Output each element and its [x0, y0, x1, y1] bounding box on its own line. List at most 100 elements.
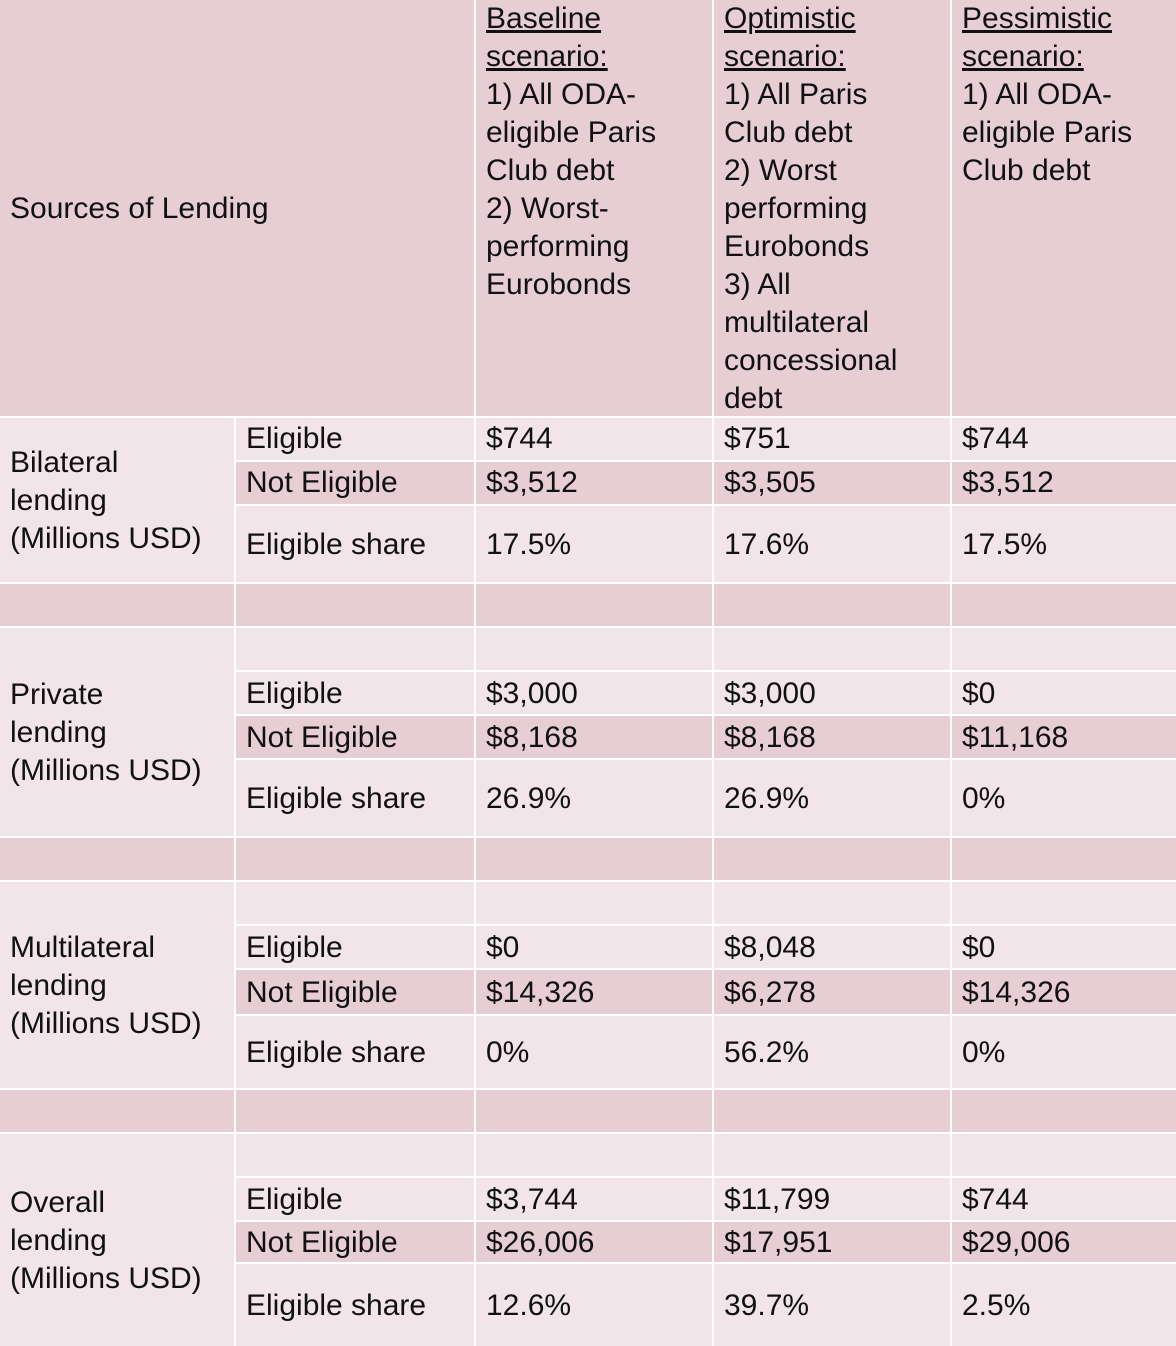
table-cell-value: $8,168 — [476, 716, 712, 758]
pessimistic-scenario-header: Pessimistic scenario: 1) All ODA- eligib… — [952, 0, 1176, 416]
spacer-cell — [714, 1090, 950, 1132]
spacer-cell — [952, 838, 1176, 880]
table-cell-value: $3,512 — [952, 462, 1176, 504]
blank-cell — [952, 882, 1176, 924]
table-cell-value: $8,168 — [714, 716, 950, 758]
scenario-desc-line: Club debt — [962, 154, 1091, 187]
table-cell-value: 39.7% — [714, 1264, 950, 1346]
table-cell-value: $3,744 — [476, 1178, 712, 1220]
optimistic-scenario-header: Optimistic scenario: 1) All Paris Club d… — [714, 0, 950, 416]
scenario-desc-line: 1) All ODA- — [486, 78, 637, 111]
scenario-title-line: Baseline — [486, 2, 602, 35]
blank-cell — [952, 628, 1176, 670]
table-cell-value: 17.5% — [952, 506, 1176, 582]
blank-cell — [236, 628, 474, 670]
blank-cell — [714, 628, 950, 670]
table-cell-value: $14,326 — [952, 970, 1176, 1014]
table-cell-value: $8,048 — [714, 926, 950, 968]
blank-cell — [236, 882, 474, 924]
scenario-desc-line: multilateral — [724, 306, 870, 339]
scenario-desc-line: Eurobonds — [724, 230, 870, 263]
table-cell-value: 26.9% — [476, 760, 712, 836]
scenario-desc-line: eligible Paris — [486, 116, 657, 149]
blank-cell — [476, 882, 712, 924]
scenario-desc-line: performing — [486, 230, 630, 263]
group-label-line: (Millions USD) — [10, 522, 202, 555]
table-cell-value: $17,951 — [714, 1222, 950, 1262]
scenario-title-line: scenario: — [724, 40, 846, 73]
table-cell-value: $11,168 — [952, 716, 1176, 758]
blank-cell — [476, 628, 712, 670]
table-cell-value: $0 — [952, 672, 1176, 714]
group-label-line: Private — [10, 678, 104, 711]
scenario-desc-line: 1) All ODA- — [962, 78, 1113, 111]
table-cell-value: $744 — [476, 418, 712, 460]
spacer-cell — [236, 838, 474, 880]
table-cell-value: 12.6% — [476, 1264, 712, 1346]
group-label-overall: Overall lending (Millions USD) — [0, 1134, 234, 1346]
spacer-cell — [236, 1090, 474, 1132]
scenario-title-line: Optimistic — [724, 2, 856, 35]
table-cell-value: 2.5% — [952, 1264, 1176, 1346]
scenario-title-line: scenario: — [486, 40, 608, 73]
row-label-eligible-share: Eligible share — [236, 1016, 474, 1088]
spacer-cell — [952, 584, 1176, 626]
scenario-desc-line: 2) Worst- — [486, 192, 609, 225]
table-cell-value: 17.6% — [714, 506, 950, 582]
scenario-desc-line: Club debt — [724, 116, 853, 149]
group-label-private: Private lending (Millions USD) — [0, 628, 234, 836]
group-label-line: (Millions USD) — [10, 1007, 202, 1040]
table-cell-value: $14,326 — [476, 970, 712, 1014]
sources-header: Sources of Lending — [0, 0, 474, 416]
table-cell-value: 56.2% — [714, 1016, 950, 1088]
table-cell-value: $3,505 — [714, 462, 950, 504]
scenario-desc-line: Eurobonds — [486, 268, 632, 301]
table-cell-value: 26.9% — [714, 760, 950, 836]
group-label-line: Multilateral — [10, 931, 156, 964]
blank-cell — [476, 1134, 712, 1176]
table-cell-value: $3,000 — [714, 672, 950, 714]
row-label-not-eligible: Not Eligible — [236, 970, 474, 1014]
scenario-desc-line: performing — [724, 192, 868, 225]
scenario-desc-line: Club debt — [486, 154, 615, 187]
scenario-desc-line: 2) Worst — [724, 154, 837, 187]
group-label-line: Overall — [10, 1186, 106, 1219]
spacer-cell — [476, 584, 712, 626]
scenario-title-line: Pessimistic — [962, 2, 1113, 35]
table-cell-value: $0 — [952, 926, 1176, 968]
blank-cell — [236, 1134, 474, 1176]
table-cell-value: $744 — [952, 418, 1176, 460]
sources-label: Sources of Lending — [10, 192, 269, 225]
row-label-eligible-share: Eligible share — [236, 1264, 474, 1346]
spacer-cell — [476, 838, 712, 880]
baseline-scenario-header: Baseline scenario: 1) All ODA- eligible … — [476, 0, 712, 416]
spacer-cell — [476, 1090, 712, 1132]
scenario-desc-line: debt — [724, 382, 783, 415]
spacer-cell — [952, 1090, 1176, 1132]
spacer-cell — [236, 584, 474, 626]
scenario-desc-line: 3) All — [724, 268, 791, 301]
blank-cell — [952, 1134, 1176, 1176]
row-label-eligible: Eligible — [236, 672, 474, 714]
group-label-line: lending — [10, 1224, 107, 1257]
group-label-line: lending — [10, 716, 107, 749]
table-cell-value: $6,278 — [714, 970, 950, 1014]
row-label-eligible: Eligible — [236, 926, 474, 968]
row-label-eligible-share: Eligible share — [236, 760, 474, 836]
spacer-cell — [0, 838, 234, 880]
row-label-eligible: Eligible — [236, 1178, 474, 1220]
table-cell-value: $751 — [714, 418, 950, 460]
table-cell-value: 0% — [952, 760, 1176, 836]
group-label-bilateral: Bilateral lending (Millions USD) — [0, 418, 234, 582]
table-cell-value: 0% — [952, 1016, 1176, 1088]
spacer-cell — [0, 1090, 234, 1132]
table-cell-value: 0% — [476, 1016, 712, 1088]
scenario-desc-line: concessional — [724, 344, 898, 377]
group-label-multilateral: Multilateral lending (Millions USD) — [0, 882, 234, 1088]
table-cell-value: $3,512 — [476, 462, 712, 504]
row-label-not-eligible: Not Eligible — [236, 462, 474, 504]
group-label-line: Bilateral — [10, 446, 119, 479]
table-cell-value: $11,799 — [714, 1178, 950, 1220]
row-label-not-eligible: Not Eligible — [236, 716, 474, 758]
scenario-title-line: scenario: — [962, 40, 1084, 73]
